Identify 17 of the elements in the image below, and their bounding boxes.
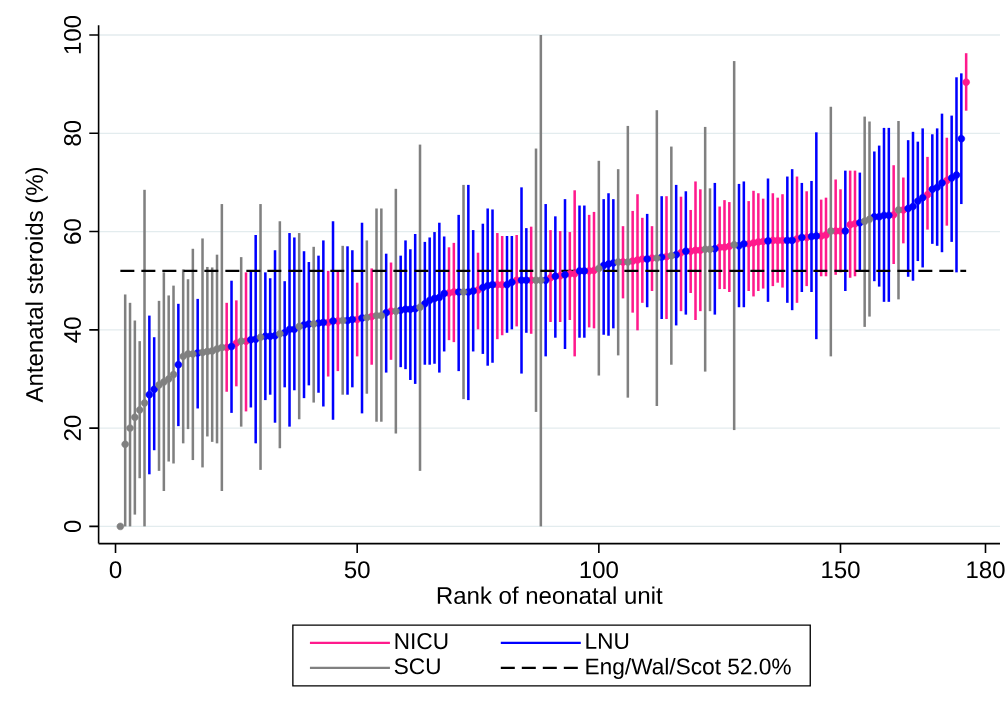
x-tick-label: 50 <box>344 561 370 579</box>
y-tick-label: 80 <box>64 120 81 146</box>
legend-label: Eng/Wal/Scot 52.0% <box>586 657 791 680</box>
y-tick-label: 60 <box>64 219 81 244</box>
legend-label: SCU <box>394 658 440 675</box>
legend-label: LNU <box>586 633 629 650</box>
x-tick-label: 100 <box>580 561 618 579</box>
y-tick-label: 20 <box>64 415 81 441</box>
x-tick-label: 0 <box>109 561 122 579</box>
x-axis-title: Rank of neonatal unit <box>437 586 663 605</box>
y-tick-label: 0 <box>64 520 81 533</box>
y-tick-label: 40 <box>64 317 81 343</box>
x-tick-label: 180 <box>967 561 1005 579</box>
y-tick-label: 100 <box>64 15 81 54</box>
y-axis-title: Antenatal steroids (%) <box>25 167 48 403</box>
x-tick-label: 150 <box>822 561 860 579</box>
legend-label: NICU <box>395 633 448 650</box>
